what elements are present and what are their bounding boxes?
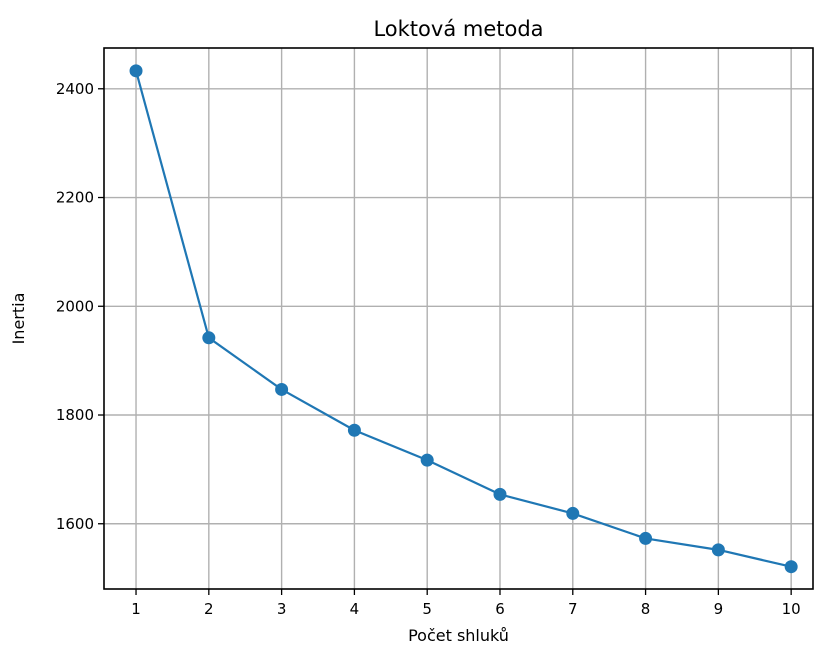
data-point [784,560,798,574]
data-point [129,64,143,78]
grid-lines [104,48,813,589]
data-point [566,506,580,520]
x-tick-label: 2 [204,600,214,618]
data-point [420,453,434,467]
x-tick-label: 10 [782,600,801,618]
x-tick-label: 5 [422,600,432,618]
data-point [711,543,725,557]
x-axis-label: Počet shluků [408,626,509,645]
x-tick-label: 8 [641,600,651,618]
y-tick-label: 1600 [56,515,94,533]
data-point [275,382,289,396]
series-layer [129,64,798,574]
data-point [202,331,216,345]
x-tick-label: 3 [277,600,287,618]
x-tick-label: 6 [495,600,505,618]
ticks-layer: 1 2 3 4 5 6 7 8 9 10 1600 1800 2000 2200 2400 [56,80,801,618]
y-axis-label: Inertia [9,293,28,345]
y-tick-label: 2000 [56,297,94,315]
data-point [639,531,653,545]
chart-title: Loktová metoda [373,17,543,41]
x-tick-label: 9 [714,600,724,618]
y-tick-label: 2400 [56,80,94,98]
data-point [493,487,507,501]
y-tick-label: 1800 [56,406,94,424]
x-tick-label: 1 [131,600,141,618]
series-line [134,70,792,568]
plot-frame [103,47,814,590]
x-tick-label: 4 [350,600,360,618]
data-point [347,423,361,437]
y-tick-label: 2200 [56,189,94,207]
x-tick-label: 7 [568,600,578,618]
